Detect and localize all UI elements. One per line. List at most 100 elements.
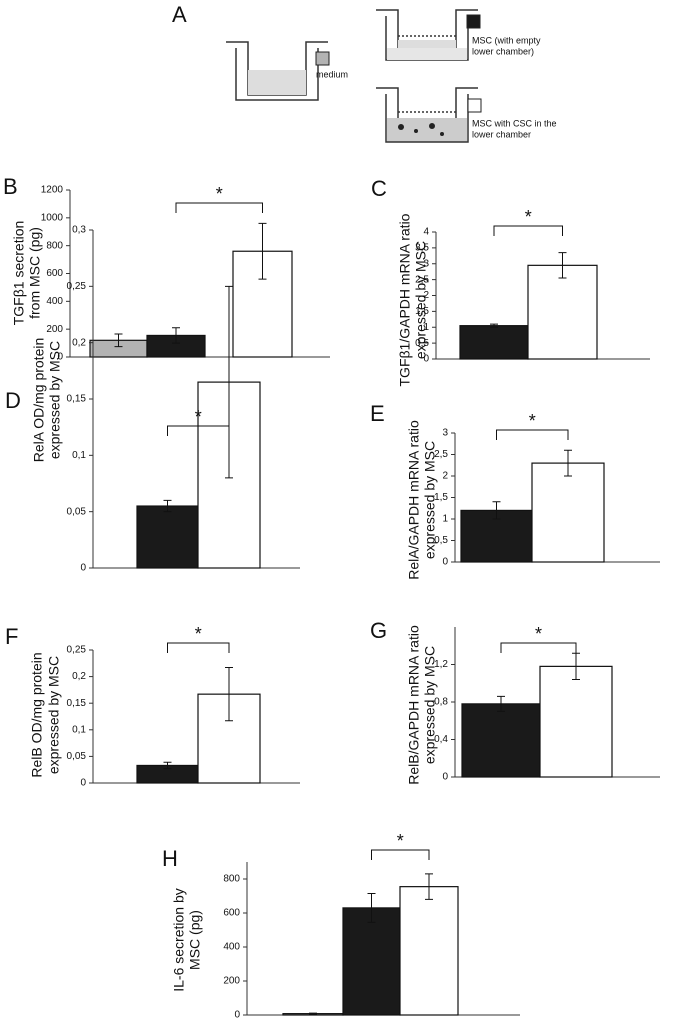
y-tick-label: 3 — [442, 428, 448, 439]
legend-swatch — [315, 51, 330, 66]
y-tick-label: 0,25 — [67, 281, 87, 292]
transwell-diagrams — [226, 9, 478, 143]
panel-letter: D — [5, 388, 21, 413]
y-tick-label: 0 — [423, 354, 429, 365]
error-bar — [114, 333, 123, 348]
error-bar — [425, 873, 433, 900]
error-bar — [225, 667, 233, 722]
significance-label: * — [535, 624, 542, 644]
y-tick-label: 0 — [234, 1010, 240, 1019]
bar — [459, 325, 529, 360]
panel-letter: A — [172, 2, 187, 27]
y-tick-label: 0 — [80, 778, 86, 789]
y-axis-label: expressed by MSC — [46, 656, 62, 774]
y-tick-label: 2,5 — [415, 274, 429, 285]
y-tick-label: 2 — [423, 290, 429, 301]
y-tick-label: 0 — [57, 352, 63, 363]
y-axis-label: RelB OD/mg protein — [29, 652, 45, 777]
y-axis-label: RelA/GAPDH mRNA ratio — [406, 420, 422, 580]
y-axis-label: expressed by MSC — [413, 241, 429, 359]
bar — [342, 907, 401, 1016]
y-tick-label: 0,1 — [72, 450, 86, 461]
panel-letter: F — [5, 624, 18, 649]
y-tick-label: 800 — [46, 240, 63, 251]
significance-bracket — [167, 642, 230, 653]
y-tick-label: 0,8 — [434, 697, 448, 708]
significance-bracket — [175, 202, 263, 213]
y-tick-label: 800 — [223, 874, 240, 885]
y-tick-label: 1 — [442, 514, 448, 525]
significance-label: * — [195, 407, 202, 427]
significance-label: * — [525, 207, 532, 227]
panel-letter: B — [3, 174, 18, 199]
y-tick-label: 200 — [223, 976, 240, 987]
bar — [399, 886, 459, 1016]
y-tick-label: 0,2 — [72, 337, 86, 348]
y-tick-label: 0,3 — [72, 225, 86, 236]
panel-letter: H — [162, 846, 178, 871]
chart-panel: D RelA OD/mg protein expressed by MSC00,05… — [5, 225, 300, 574]
error-bar — [558, 252, 567, 279]
error-bar — [172, 327, 180, 344]
y-tick-label: 1,5 — [434, 492, 448, 503]
y-tick-label: 1 — [423, 322, 429, 333]
y-tick-label: 3 — [423, 258, 429, 269]
significance-bracket — [493, 225, 563, 236]
chart-panel: B TGFβ1 secretion from MSC (pg) 0 200 400 600 8… — [3, 174, 330, 363]
y-tick-label: 1000 — [41, 212, 64, 223]
legend-label: MSC (with empty — [472, 35, 541, 45]
y-tick-label: 400 — [223, 942, 240, 953]
y-axis-label: IL-6 secretion by — [171, 888, 187, 992]
y-tick-label: 4 — [423, 227, 429, 238]
significance-bracket — [167, 425, 230, 436]
y-tick-label: 0,15 — [67, 698, 87, 709]
y-axis-label: MSC (pg) — [187, 910, 203, 970]
significance-bracket — [500, 642, 577, 653]
significance-bracket — [371, 849, 430, 860]
legend-label: lower chamber) — [472, 46, 534, 56]
legend-label: lower chamber — [472, 129, 531, 139]
error-bar — [572, 652, 580, 680]
y-tick-label: 3,5 — [415, 243, 429, 254]
chart-panel: E RelA/GAPDH mRNA ratio expressed by MSC 0 0… — [370, 401, 660, 580]
y-tick-label: 0,05 — [67, 506, 87, 517]
legend-swatch — [466, 14, 481, 29]
y-tick-label: 2 — [442, 471, 448, 482]
y-tick-label: 0,2 — [72, 671, 86, 682]
y-axis-label: expressed by MSC — [47, 341, 63, 459]
y-tick-label: 0,05 — [67, 751, 87, 762]
y-tick-label: 0 — [80, 563, 86, 574]
significance-label: * — [397, 831, 404, 851]
y-tick-label: 600 — [46, 268, 63, 279]
panel-letter: E — [370, 401, 385, 426]
y-axis-label: TGFβ1 secretion — [11, 221, 27, 326]
chart-panel: C TGFβ1/GAPDH mRNA ratio expressed by MSC0… — [371, 176, 650, 386]
significance-label: * — [529, 411, 536, 431]
y-tick-label: 0,25 — [67, 645, 87, 656]
y-tick-label: 600 — [223, 908, 240, 919]
y-tick-label: 0,15 — [67, 394, 87, 405]
error-bar — [367, 892, 376, 923]
y-tick-label: 0 — [442, 557, 448, 568]
significance-label: * — [195, 624, 202, 644]
y-tick-label: 0 — [442, 772, 448, 783]
error-bar — [309, 1012, 317, 1015]
y-axis-label: TGFβ1/GAPDH mRNA ratio — [397, 213, 413, 386]
error-bar — [163, 499, 172, 513]
error-bar — [258, 222, 267, 280]
y-axis-label: RelA OD/mg protein — [31, 338, 47, 463]
y-tick-label: 0,5 — [415, 338, 429, 349]
legend-label: medium — [316, 69, 348, 79]
error-bar — [163, 761, 172, 770]
legend-label: MSC with CSC in the — [472, 118, 557, 128]
bar — [539, 665, 613, 778]
y-axis-label: RelB/GAPDH mRNA ratio — [406, 625, 422, 785]
error-bar — [492, 501, 501, 520]
significance-label: * — [216, 184, 223, 204]
chart-panel: F RelB OD/mg protein expressed by MSC 0 0,05… — [5, 624, 300, 789]
y-tick-label: 1200 — [41, 185, 64, 196]
bar — [531, 462, 605, 563]
y-tick-label: 400 — [46, 296, 63, 307]
bar — [136, 505, 199, 569]
